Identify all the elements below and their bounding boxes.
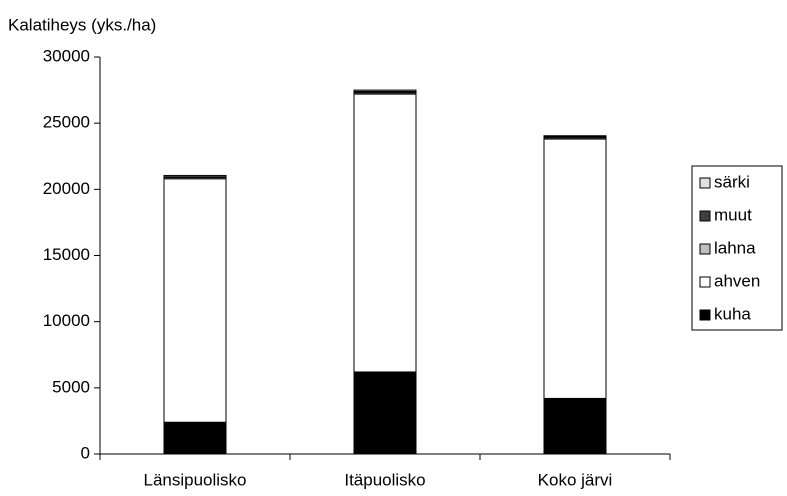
y-tick-label: 5000 xyxy=(52,377,90,396)
legend-label: kuha xyxy=(714,304,751,323)
x-tick-label: Itäpuolisko xyxy=(344,470,425,489)
bar-segment xyxy=(353,89,417,92)
bar-segment xyxy=(163,178,227,423)
legend-label: ahven xyxy=(714,271,760,290)
legend-swatch xyxy=(699,210,711,222)
legend-label: särki xyxy=(714,172,750,191)
bar-segment xyxy=(163,174,227,178)
y-tick-label: 30000 xyxy=(43,46,90,65)
bar-segment xyxy=(163,421,227,455)
legend-swatch xyxy=(699,276,711,288)
y-tick-label: 25000 xyxy=(43,113,90,132)
bar-segment xyxy=(543,135,607,137)
bar-segment xyxy=(543,138,607,399)
legend-swatch xyxy=(699,243,711,255)
bar-segment xyxy=(353,93,417,373)
legend-swatch xyxy=(699,309,711,321)
legend-label: lahna xyxy=(714,238,756,257)
bar-segment xyxy=(353,371,417,455)
x-tick-label: Koko järvi xyxy=(538,470,613,489)
y-tick-label: 15000 xyxy=(43,245,90,264)
y-tick-label: 20000 xyxy=(43,179,90,198)
y-axis-label: Kalatiheys (yks./ha) xyxy=(8,15,156,34)
y-tick-label: 0 xyxy=(81,443,90,462)
legend-label: muut xyxy=(714,205,752,224)
legend-swatch xyxy=(699,177,711,189)
y-tick-label: 10000 xyxy=(43,311,90,330)
bar-segment xyxy=(543,397,607,455)
x-tick-label: Länsipuolisko xyxy=(143,470,246,489)
